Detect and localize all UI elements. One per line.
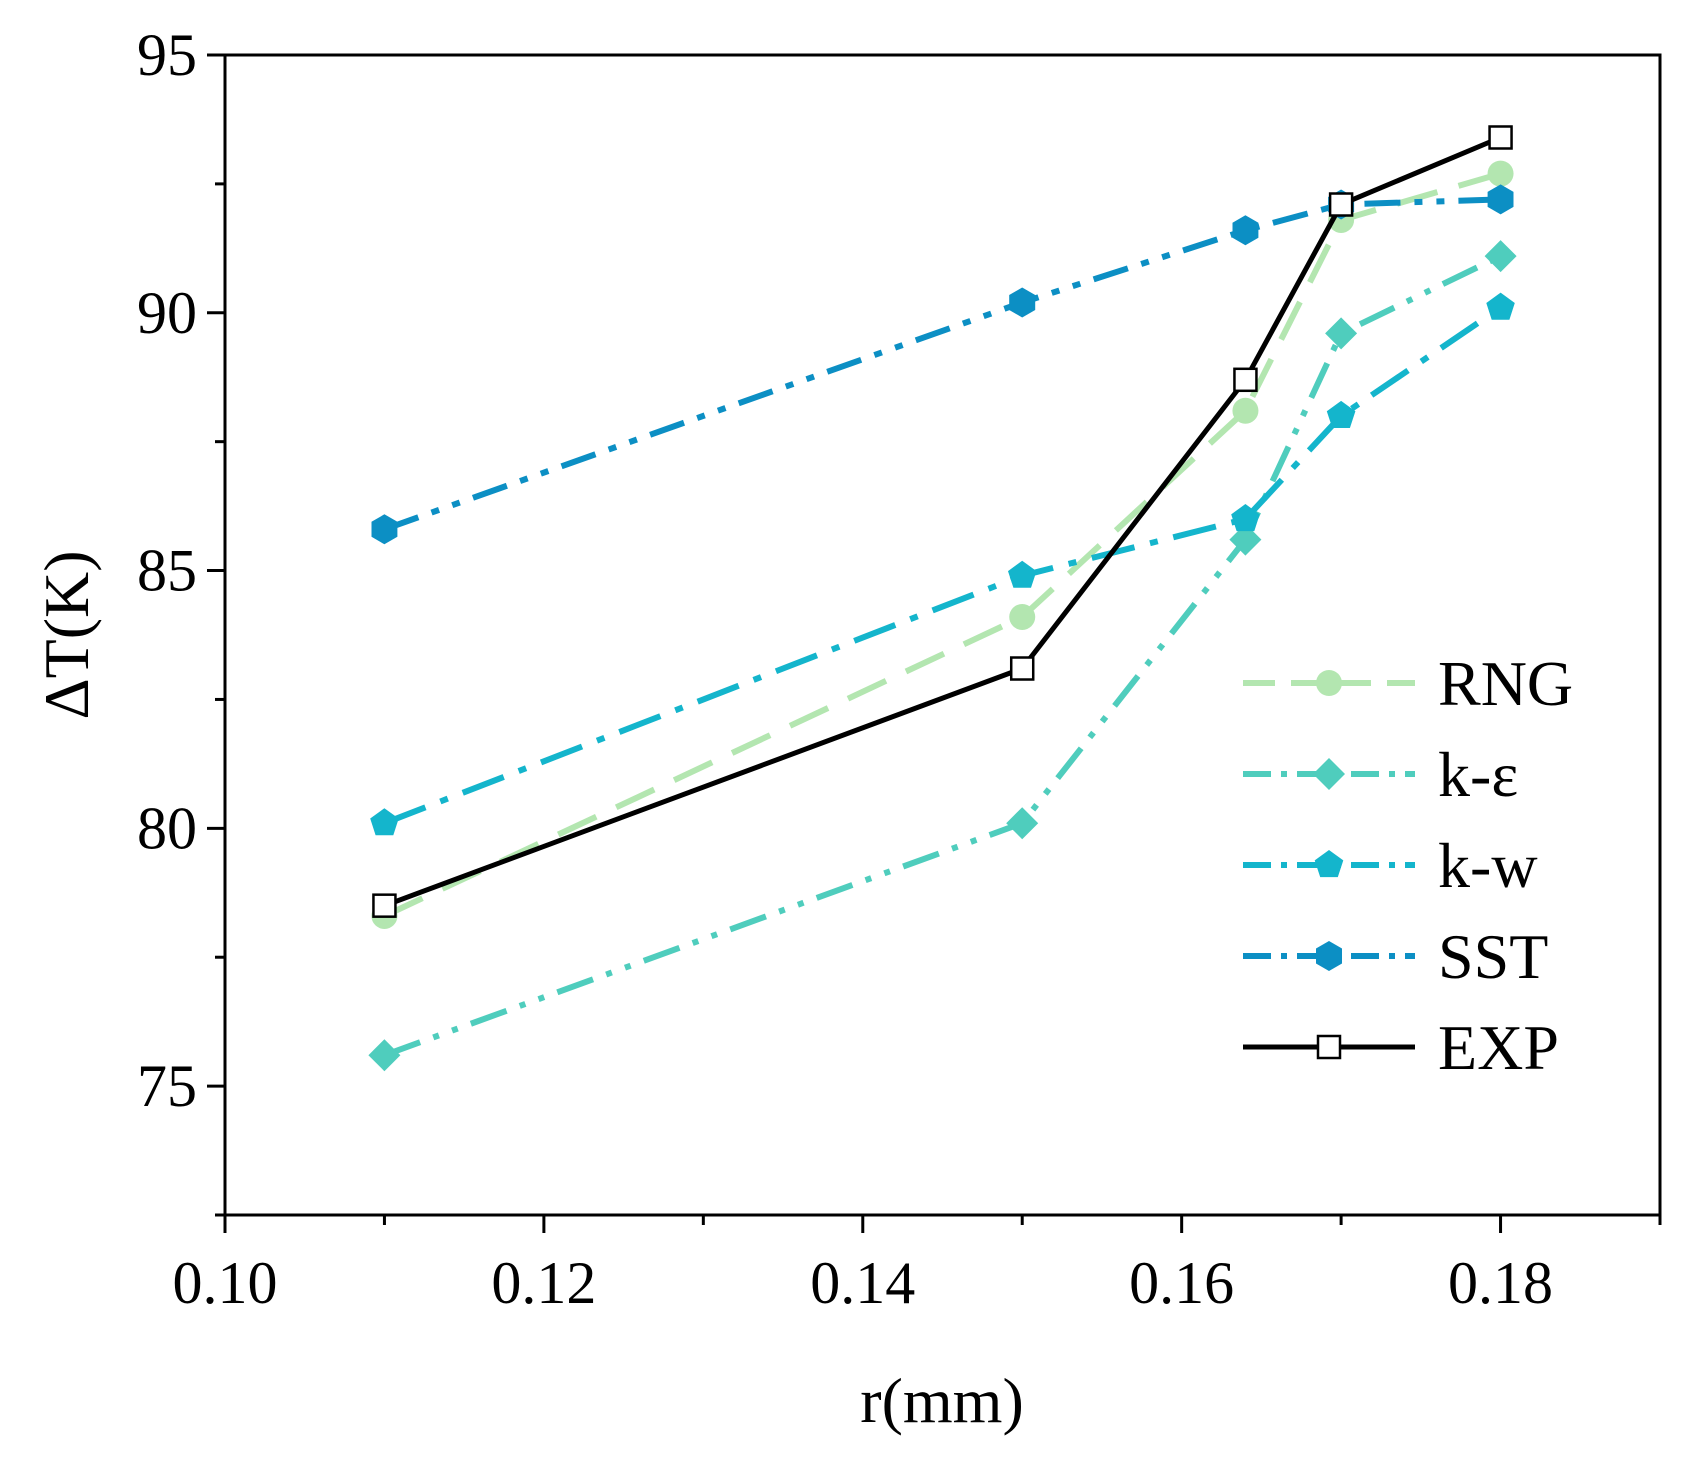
legend-item-sst: SST	[1243, 921, 1548, 992]
data-point-exp	[1328, 192, 1354, 217]
legend-label: RNG	[1438, 648, 1573, 719]
legend: RNG k-ε k-w SST EXP	[1243, 648, 1573, 1083]
y-axis-label: ΔT(K)	[31, 550, 102, 719]
series-k	[368, 240, 1517, 1072]
legend-label: k-ε	[1438, 739, 1518, 810]
data-point-sst	[1232, 215, 1259, 246]
legend-label: SST	[1438, 921, 1548, 992]
legend-marker	[1316, 1034, 1342, 1060]
legend-label: k-w	[1438, 830, 1538, 901]
legend-marker	[1314, 850, 1344, 878]
x-tick-label: 0.14	[810, 1250, 915, 1316]
legend-marker	[1313, 758, 1345, 790]
series-layer	[368, 125, 1517, 1072]
data-point-k	[1325, 317, 1358, 350]
data-point-sst	[1487, 184, 1514, 215]
data-point-k	[368, 1039, 401, 1072]
x-tick-label: 0.18	[1448, 1250, 1553, 1316]
data-point-exp	[372, 893, 397, 918]
data-point-rng	[1487, 160, 1514, 187]
legend-item-k: k-ε	[1243, 739, 1518, 810]
data-point-k-w	[370, 808, 399, 836]
legend-marker	[1316, 941, 1342, 971]
x-tick-label: 0.10	[173, 1250, 278, 1316]
plot-frame	[223, 53, 1662, 1217]
data-point-k	[1006, 807, 1039, 840]
legend-label: EXP	[1438, 1012, 1559, 1083]
data-point-exp	[1488, 125, 1513, 150]
data-point-k-w	[1486, 292, 1515, 320]
data-point-exp	[1233, 367, 1258, 393]
legend-item-k-w: k-w	[1243, 830, 1538, 901]
series-line-rng	[383, 170, 1502, 919]
series-sst	[371, 184, 1514, 545]
data-point-sst	[371, 514, 398, 545]
series-line-sst	[383, 196, 1501, 533]
data-point-k-w	[1326, 400, 1356, 428]
data-point-k	[1484, 240, 1517, 273]
series-k-w	[370, 292, 1515, 836]
y-tick-label: 80	[137, 795, 197, 861]
data-point-exp	[1009, 656, 1035, 681]
x-tick-label: 0.16	[1129, 1250, 1234, 1316]
data-point-k-w	[1008, 560, 1037, 588]
data-point-rng	[1009, 603, 1036, 630]
legend-item-rng: RNG	[1243, 648, 1573, 719]
series-line-exp	[383, 135, 1502, 909]
series-rng	[371, 160, 1514, 929]
y-tick-label: 95	[137, 22, 197, 88]
data-point-k-w	[1231, 504, 1260, 532]
data-point-rng	[1232, 397, 1259, 424]
y-tick-label: 75	[137, 1053, 197, 1119]
y-tick-label: 90	[137, 280, 197, 346]
series-exp	[372, 125, 1513, 918]
legend-item-exp: EXP	[1243, 1012, 1559, 1083]
data-point-sst	[1009, 287, 1036, 318]
series-line-k-w	[383, 305, 1503, 826]
axis-layer: 0.10 0.12 0.14 0.16 0.18 75 80 85 90 95	[137, 22, 1662, 1316]
x-axis-label: r(mm)	[860, 1365, 1024, 1436]
legend-marker	[1316, 670, 1342, 696]
data-point-k	[1229, 523, 1262, 556]
x-tick-label: 0.12	[491, 1250, 596, 1316]
y-tick-label: 85	[137, 538, 197, 604]
